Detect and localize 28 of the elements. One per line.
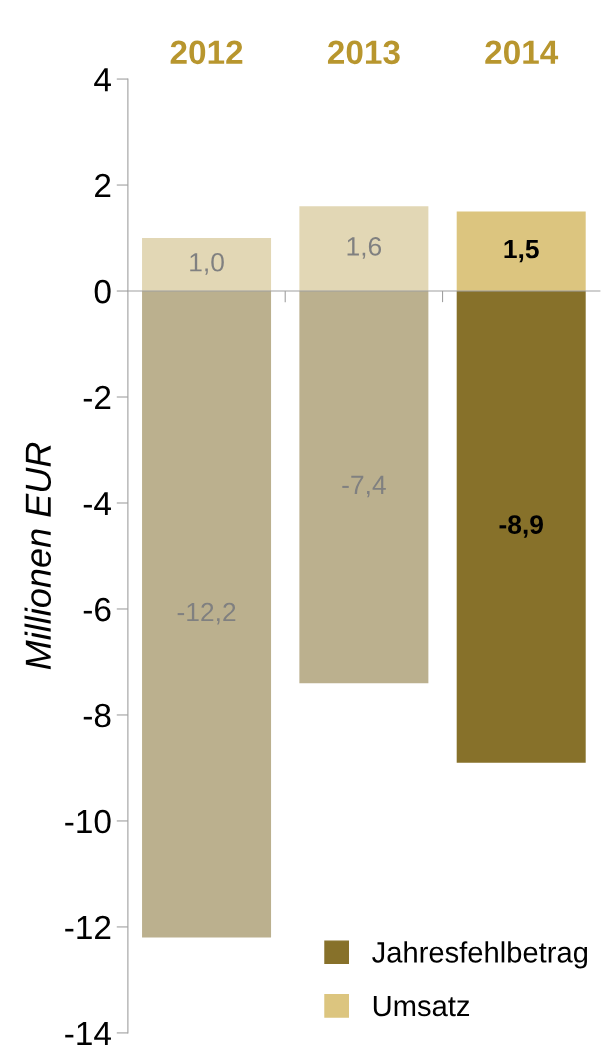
y-axis-title: Millionen EUR <box>24 442 52 670</box>
y-tick-label: -6 <box>83 597 111 622</box>
bar <box>299 291 429 684</box>
data-label: -12,2 <box>177 602 236 625</box>
y-tick-label: -2 <box>83 385 111 410</box>
y-tick-label: -4 <box>83 492 111 516</box>
data-label: 1,0 <box>190 252 224 275</box>
legend-label: Umsatz <box>373 995 470 1017</box>
y-tick-label: -8 <box>83 703 111 728</box>
y-tick-label: 4 <box>94 68 111 92</box>
bar <box>142 238 272 292</box>
y-tick-label: 0 <box>94 279 111 304</box>
bar <box>456 291 586 763</box>
bar <box>456 211 586 292</box>
y-tick-label: -12 <box>65 915 111 940</box>
bar <box>299 206 429 292</box>
data-label: 1,5 <box>504 239 539 263</box>
y-tick-label: -14 <box>65 1022 111 1045</box>
data-label: -8,9 <box>499 515 543 538</box>
y-tick-label: -10 <box>65 809 111 834</box>
y-tick-label: 2 <box>95 173 111 198</box>
bar <box>142 291 272 938</box>
data-label: -7,4 <box>342 475 386 498</box>
data-label: 1,6 <box>347 237 382 259</box>
x-tick-label: 2012 <box>170 40 243 65</box>
x-tick-label: 2014 <box>485 40 559 65</box>
legend-label: Jahresfehlbetrag <box>372 941 588 969</box>
x-tick-label: 2013 <box>327 40 400 65</box>
